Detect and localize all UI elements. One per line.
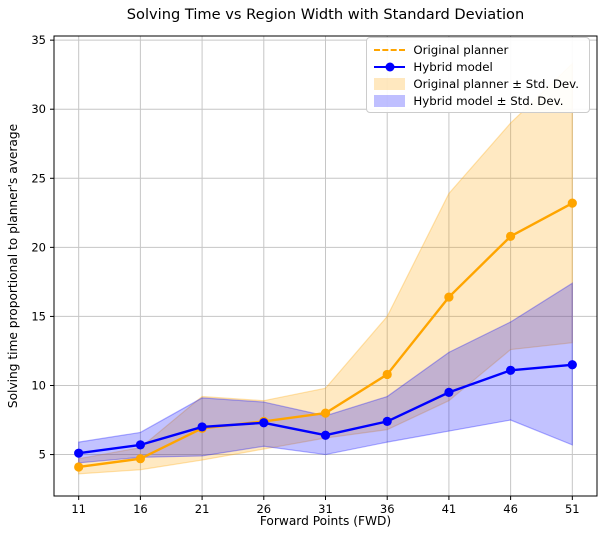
- legend: Original planner Hybrid model Original p…: [366, 37, 590, 113]
- y-tick-label: 35: [31, 33, 46, 47]
- legend-label: Original planner ± Std. Dev.: [413, 77, 579, 91]
- y-tick-label: 5: [39, 448, 46, 462]
- data-point-marker: [135, 454, 145, 464]
- legend-label: Hybrid model ± Std. Dev.: [413, 94, 564, 108]
- y-tick-label: 25: [31, 171, 46, 185]
- band-patch-icon: [374, 78, 406, 90]
- data-point-marker: [259, 418, 269, 428]
- x-tick-label: 26: [256, 502, 271, 516]
- data-point-marker: [567, 360, 577, 370]
- legend-label: Original planner: [413, 43, 509, 57]
- chart-title: Solving Time vs Region Width with Standa…: [126, 6, 525, 23]
- legend-item-original-planner-std: Original planner ± Std. Dev.: [374, 77, 579, 91]
- y-tick-label: 30: [31, 102, 46, 116]
- legend-item-hybrid-model: Hybrid model: [374, 60, 579, 74]
- legend-item-original-planner: Original planner: [374, 43, 579, 57]
- data-point-marker: [382, 416, 392, 427]
- x-axis-label: Forward Points (FWD): [259, 514, 392, 528]
- data-point-marker: [135, 440, 145, 450]
- dashed-line-icon: [374, 49, 406, 51]
- x-tick-label: 46: [503, 502, 518, 516]
- legend-item-hybrid-model-std: Hybrid model ± Std. Dev.: [374, 94, 579, 108]
- x-tick-label: 11: [71, 502, 86, 516]
- band-patch-icon: [374, 95, 406, 107]
- y-axis-label: Solving time proportional to planner's a…: [6, 123, 20, 409]
- data-point-marker: [74, 462, 84, 472]
- data-point-marker: [444, 387, 454, 397]
- x-tick-label: 51: [565, 502, 580, 516]
- y-tick-label: 10: [31, 378, 46, 392]
- data-point-marker: [506, 231, 516, 241]
- data-point-marker: [197, 422, 207, 432]
- std-dev-band: [78, 62, 573, 475]
- line-marker-icon: [374, 62, 406, 72]
- data-point-marker: [567, 198, 577, 208]
- data-point-marker: [320, 430, 331, 440]
- data-point-marker: [506, 365, 516, 375]
- x-tick-label: 31: [318, 502, 333, 516]
- x-tick-label: 41: [442, 502, 457, 516]
- data-point-marker: [382, 369, 392, 380]
- x-tick-label: 21: [195, 502, 210, 516]
- data-point-marker: [320, 408, 331, 418]
- std-dev-band: [78, 282, 573, 464]
- data-point-marker: [444, 292, 454, 302]
- data-point-marker: [74, 448, 84, 458]
- y-tick-label: 20: [31, 240, 46, 254]
- x-tick-label: 36: [380, 502, 395, 516]
- x-tick-label: 16: [133, 502, 148, 516]
- legend-label: Hybrid model: [413, 60, 493, 74]
- y-tick-label: 15: [31, 309, 46, 323]
